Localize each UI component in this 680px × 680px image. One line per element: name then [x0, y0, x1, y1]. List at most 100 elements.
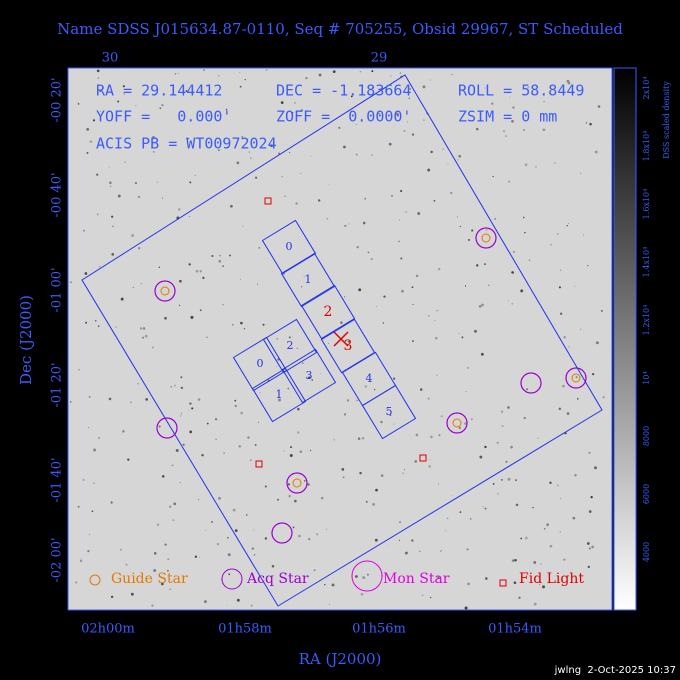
field-star	[543, 527, 546, 530]
field-star	[135, 105, 137, 107]
field-star	[505, 460, 508, 463]
field-star	[383, 295, 386, 298]
field-star	[360, 592, 364, 596]
field-star	[85, 321, 88, 324]
field-star	[398, 539, 401, 541]
colorbar-tick-label: 10⁴	[642, 371, 651, 384]
field-star	[395, 112, 399, 116]
field-star	[554, 89, 556, 91]
field-star	[587, 264, 589, 267]
field-star	[408, 97, 410, 100]
dec-info: DEC = -1.183664	[276, 82, 411, 100]
field-star	[222, 265, 225, 267]
field-star	[459, 225, 462, 228]
field-star	[127, 458, 130, 461]
field-star	[371, 154, 373, 157]
field-star	[178, 304, 181, 306]
field-star	[250, 459, 252, 462]
field-star	[484, 87, 486, 89]
field-star	[440, 415, 443, 418]
field-star	[251, 547, 255, 550]
field-star	[195, 269, 199, 273]
field-star	[501, 425, 504, 428]
field-star	[87, 550, 90, 553]
field-star	[89, 140, 93, 144]
field-star	[501, 479, 503, 481]
field-star	[152, 135, 155, 139]
field-star	[591, 372, 595, 376]
field-star	[543, 100, 545, 103]
field-star	[568, 222, 570, 224]
field-star	[491, 102, 494, 105]
field-star	[487, 284, 490, 287]
field-star	[533, 561, 537, 564]
field-star	[206, 336, 208, 338]
legend-guide: Guide Star	[111, 571, 188, 587]
field-star	[124, 161, 126, 163]
field-star	[513, 581, 517, 585]
field-star	[429, 459, 431, 460]
field-star	[411, 133, 415, 136]
field-star	[399, 219, 400, 221]
field-star	[409, 87, 412, 90]
colorbar-tick-label: 8000	[642, 426, 651, 446]
field-star	[512, 106, 515, 109]
chip-outline	[261, 219, 317, 275]
field-star	[371, 70, 374, 73]
field-star	[294, 499, 297, 503]
field-star	[411, 340, 414, 343]
field-star	[89, 534, 91, 535]
field-star	[201, 453, 204, 457]
top-tick-label: 30	[102, 51, 119, 66]
colorbar-tick-label: 1.4x10⁴	[642, 247, 651, 278]
field-star	[78, 369, 80, 371]
field-star	[205, 529, 207, 531]
field-star	[203, 600, 207, 604]
field-star	[232, 508, 236, 512]
field-star	[533, 602, 537, 606]
field-star	[98, 265, 101, 268]
field-star	[430, 596, 432, 599]
field-star	[587, 565, 590, 569]
field-star	[433, 199, 436, 202]
field-star	[588, 547, 591, 550]
field-star	[412, 303, 414, 305]
field-star	[175, 449, 179, 453]
legend-mon: Mon Star	[383, 571, 450, 587]
field-star	[583, 234, 584, 236]
x-axis-label: RA (J2000)	[299, 650, 382, 668]
field-star	[344, 224, 347, 227]
field-star	[442, 148, 445, 151]
field-star	[171, 464, 174, 467]
field-star	[391, 195, 393, 197]
field-star	[367, 251, 370, 254]
field-star	[199, 309, 202, 312]
field-star	[537, 437, 539, 439]
top-tick-label: 29	[371, 51, 388, 66]
field-star	[254, 444, 257, 446]
field-star	[388, 142, 392, 146]
field-star	[254, 176, 258, 179]
field-star	[556, 484, 559, 487]
aimpoint	[333, 331, 349, 347]
field-star	[292, 335, 294, 337]
field-star	[348, 223, 350, 225]
field-star	[574, 474, 577, 477]
x-tick-label: 01h58m	[218, 622, 272, 637]
field-star	[568, 346, 570, 348]
field-star	[554, 162, 556, 164]
field-star	[411, 539, 414, 542]
field-star	[366, 573, 369, 576]
colorbar-tick-label: 6000	[642, 484, 651, 504]
field-star	[295, 202, 298, 205]
field-star	[226, 604, 228, 606]
field-star	[486, 229, 488, 231]
fid-lights	[255, 197, 427, 468]
field-star	[250, 604, 253, 607]
field-star	[398, 240, 400, 243]
field-star	[514, 559, 517, 562]
field-star	[550, 243, 552, 246]
field-star	[562, 384, 565, 388]
field-star	[422, 85, 426, 89]
ra-info: RA = 29.144412	[96, 82, 222, 100]
